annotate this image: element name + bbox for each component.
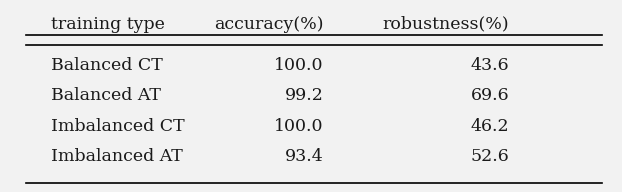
Text: 46.2: 46.2 xyxy=(470,118,509,135)
Text: Imbalanced AT: Imbalanced AT xyxy=(51,148,183,165)
Text: 100.0: 100.0 xyxy=(274,57,323,74)
Text: 100.0: 100.0 xyxy=(274,118,323,135)
Text: 93.4: 93.4 xyxy=(285,148,323,165)
Text: robustness(%): robustness(%) xyxy=(383,16,509,33)
Text: 52.6: 52.6 xyxy=(470,148,509,165)
Text: 99.2: 99.2 xyxy=(284,88,323,104)
Text: 69.6: 69.6 xyxy=(470,88,509,104)
Text: Balanced CT: Balanced CT xyxy=(51,57,163,74)
Text: Balanced AT: Balanced AT xyxy=(51,88,161,104)
Text: training type: training type xyxy=(51,16,165,33)
Text: accuracy(%): accuracy(%) xyxy=(214,16,323,33)
Text: Imbalanced CT: Imbalanced CT xyxy=(51,118,185,135)
Text: 43.6: 43.6 xyxy=(470,57,509,74)
